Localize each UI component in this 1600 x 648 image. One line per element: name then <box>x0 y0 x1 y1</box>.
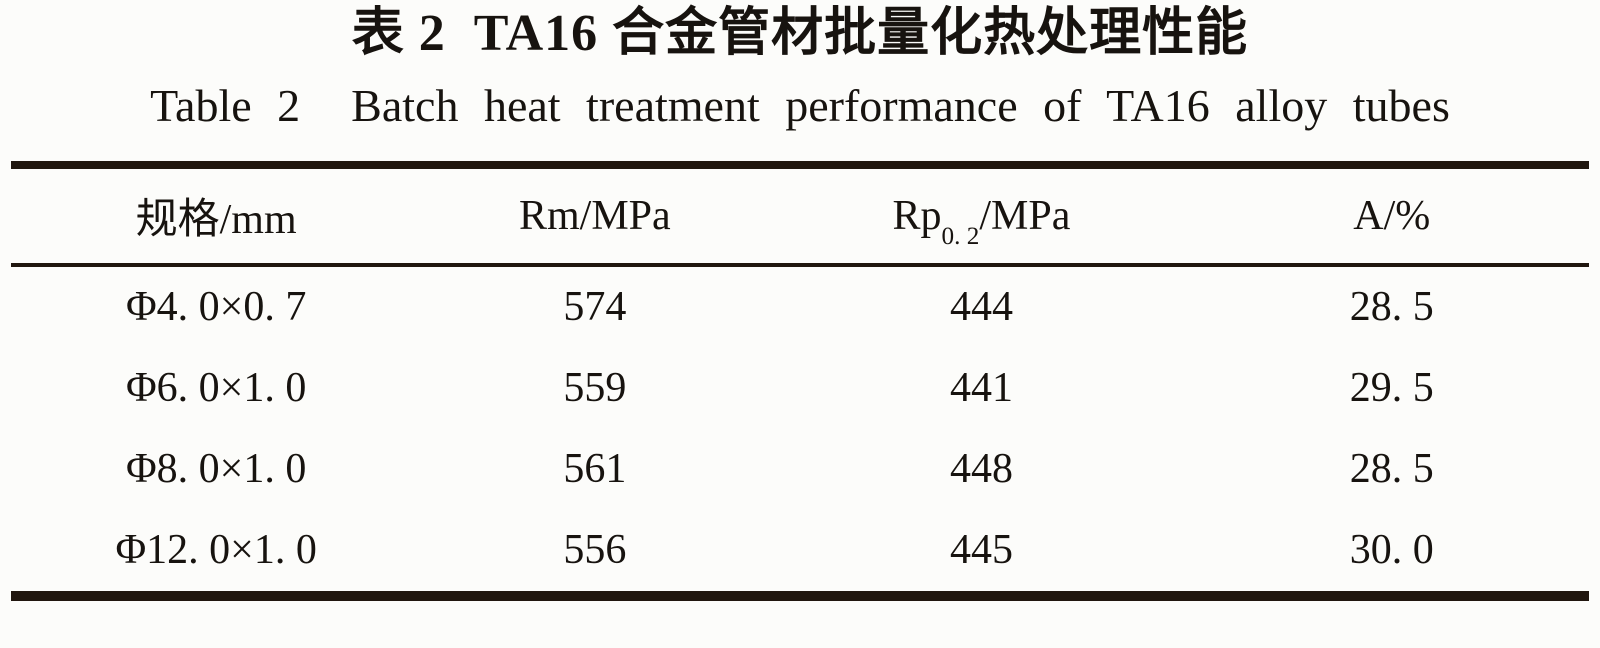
cell-rp02: 441 <box>949 365 1013 412</box>
cell-elongation: 28. 5 <box>1349 446 1434 493</box>
rp-subscript: 0. 2 <box>941 223 980 251</box>
table-header: 规格/mm Rm/MPa Rp0. 2/MPa A/% <box>11 164 1589 267</box>
header-row: 规格/mm Rm/MPa Rp0. 2/MPa A/% <box>11 164 1589 267</box>
column-header-elongation: A/% <box>1194 164 1589 267</box>
cell-spec: Φ6. 0×1. 0 <box>125 365 307 412</box>
cell-spec: Φ4. 0×0. 7 <box>125 284 307 331</box>
table-caption-english: Table 2 Batch heat treatment performance… <box>150 79 1450 131</box>
column-header-rp02: Rp0. 2/MPa <box>768 164 1195 267</box>
cell-rm: 574 <box>563 284 627 331</box>
cell-rm: 559 <box>563 365 627 412</box>
cell-spec: Φ12. 0×1. 0 <box>115 527 317 574</box>
cell-rm: 561 <box>563 446 627 493</box>
cell-rm: 556 <box>563 527 627 574</box>
cell-elongation: 28. 5 <box>1349 284 1434 331</box>
scanned-paper-page: { "page": { "title_cn": "表 2 TA16 合金管材批量… <box>0 4 1600 648</box>
table-figure: 表 2 TA16 合金管材批量化热处理性能 Table 2 Batch heat… <box>0 4 1600 648</box>
table-body: Φ4. 0×0. 7 574 444 28. 5 Φ6. 0×1. 0 559 … <box>11 265 1589 596</box>
table-caption-chinese: 表 2 TA16 合金管材批量化热处理性能 <box>351 5 1249 62</box>
cell-elongation: 29. 5 <box>1349 365 1434 412</box>
rp-symbol: Rp <box>892 192 942 239</box>
column-header-rm: Rm/MPa <box>421 164 769 267</box>
table-row: Φ12. 0×1. 0 556 445 30. 0 <box>11 510 1589 596</box>
column-header-spec: 规格/mm <box>11 164 422 267</box>
table-row: Φ6. 0×1. 0 559 441 29. 5 <box>11 348 1589 429</box>
cell-rp02: 445 <box>949 527 1013 574</box>
rp-unit: /MPa <box>979 192 1071 239</box>
cell-rp02: 448 <box>949 446 1013 493</box>
cell-spec: Φ8. 0×1. 0 <box>125 446 307 493</box>
cell-rp02: 444 <box>949 284 1013 331</box>
performance-table: 规格/mm Rm/MPa Rp0. 2/MPa A/% Φ4. 0×0. 7 5… <box>11 160 1589 601</box>
table-row: Φ4. 0×0. 7 574 444 28. 5 <box>11 265 1589 348</box>
cell-elongation: 30. 0 <box>1349 527 1434 574</box>
table-row: Φ8. 0×1. 0 561 448 28. 5 <box>11 429 1589 510</box>
